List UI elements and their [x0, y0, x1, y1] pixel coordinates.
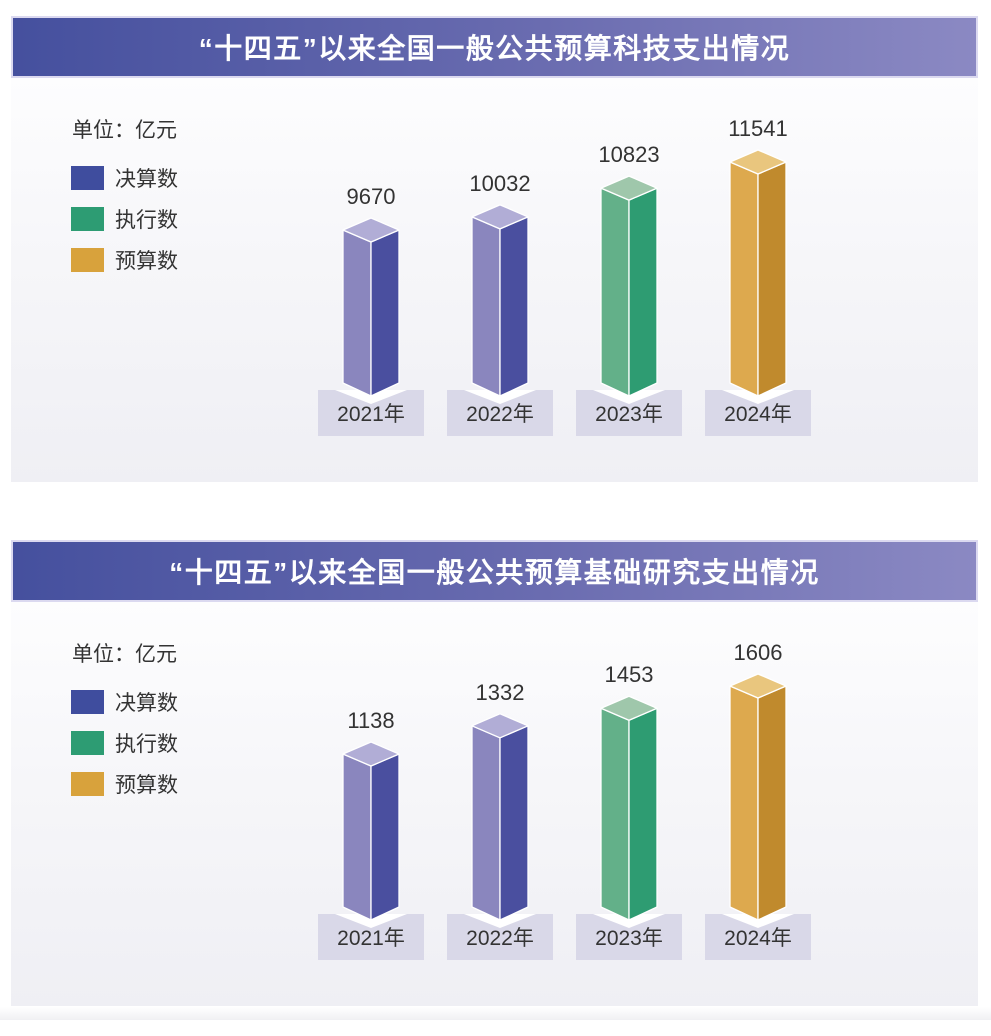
year-label: 2022年	[466, 403, 534, 426]
unit-label: 单位：亿元	[72, 643, 177, 666]
bar-base-notch	[335, 914, 407, 928]
bar-column: 1138 2021年	[318, 708, 424, 960]
legend-item-budget: 预算数	[71, 772, 178, 797]
bar-face-top	[600, 695, 658, 721]
chart-area: 单位：亿元 决算数 执行数 预算数 9670 2021年 10032 2022年 108…	[11, 78, 978, 482]
section-title: “十四五”以来全国一般公共预算基础研究支出情况	[169, 557, 820, 588]
chart-area: 单位：亿元 决算数 执行数 预算数 1138 2021年 1332 2022年 1453…	[11, 602, 978, 1006]
year-label: 2023年	[595, 927, 663, 950]
bar-column: 1606 2024年	[705, 640, 811, 960]
legend-swatch-budget	[71, 248, 104, 272]
legend-item-final: 决算数	[71, 690, 178, 715]
bar-face-left	[471, 216, 501, 397]
bar-base-notch	[593, 390, 665, 404]
legend-item-budget: 预算数	[71, 248, 178, 273]
bar-face-left	[729, 161, 759, 397]
bar-face-top	[729, 673, 787, 699]
bar-face-top	[600, 175, 658, 201]
year-label: 2024年	[724, 927, 792, 950]
section-title: “十四五”以来全国一般公共预算科技支出情况	[198, 33, 791, 64]
legend-label-budget: 预算数	[115, 250, 178, 273]
bar-face-top	[342, 217, 400, 243]
bar-base-notch	[593, 914, 665, 928]
value-label: 1332	[476, 680, 525, 705]
tech-spending-section: “十四五”以来全国一般公共预算科技支出情况 单位：亿元 决算数 执行数 预算数 …	[11, 16, 978, 482]
year-label: 2021年	[337, 927, 405, 950]
bar-base-notch	[464, 914, 536, 928]
bar-face-top	[471, 713, 529, 739]
basic-research-section: “十四五”以来全国一般公共预算基础研究支出情况 单位：亿元 决算数 执行数 预算…	[11, 540, 978, 1006]
year-label: 2024年	[724, 403, 792, 426]
bar-column: 9670 2021年	[318, 184, 424, 436]
bar-face-left	[600, 707, 630, 921]
legend-swatch-final	[71, 690, 104, 714]
bar-face-right	[499, 725, 529, 921]
legend-swatch-budget	[71, 772, 104, 796]
next-section-edge	[0, 1007, 991, 1020]
bar-base-notch	[722, 390, 794, 404]
legend-item-execution: 执行数	[71, 731, 178, 756]
legend: 决算数 执行数 预算数	[71, 166, 178, 289]
bar-face-right	[628, 707, 658, 921]
bar-face-right	[628, 187, 658, 397]
bar-column: 1332 2022年	[447, 680, 553, 960]
bar-face-left	[600, 187, 630, 397]
year-label: 2022年	[466, 927, 534, 950]
bar-column: 10823 2023年	[576, 142, 682, 436]
bar-column: 1453 2023年	[576, 662, 682, 960]
year-label: 2021年	[337, 403, 405, 426]
bar-face-top	[471, 204, 529, 230]
value-label: 1138	[347, 708, 394, 733]
bar-face-right	[757, 161, 787, 397]
bar-column: 11541 2024年	[705, 116, 811, 436]
section-title-banner: “十四五”以来全国一般公共预算科技支出情况	[11, 16, 978, 78]
legend-label-budget: 预算数	[115, 774, 178, 797]
legend-item-execution: 执行数	[71, 207, 178, 232]
bar-face-top	[342, 741, 400, 767]
bar-face-right	[370, 753, 400, 921]
bar-face-top	[729, 149, 787, 175]
bar-face-left	[342, 229, 372, 397]
legend-swatch-execution	[71, 207, 104, 231]
value-label: 9670	[347, 184, 396, 209]
bar-base-notch	[335, 390, 407, 404]
bar-chart-tech-spending: 9670 2021年 10032 2022年 10823 2023年 11541 2024年	[318, 116, 811, 436]
value-label: 1606	[734, 640, 783, 665]
legend-label-execution: 执行数	[115, 733, 178, 756]
bar-face-right	[757, 685, 787, 921]
value-label: 10032	[469, 171, 530, 196]
bar-chart-basic-research: 1138 2021年 1332 2022年 1453 2023年 1606 2024年	[318, 640, 811, 960]
legend-swatch-execution	[71, 731, 104, 755]
bar-face-left	[729, 685, 759, 921]
value-label: 11541	[728, 116, 788, 141]
bar-base-notch	[722, 914, 794, 928]
value-label: 1453	[605, 662, 654, 687]
legend-item-final: 决算数	[71, 166, 178, 191]
section-title-banner: “十四五”以来全国一般公共预算基础研究支出情况	[11, 540, 978, 602]
year-label: 2023年	[595, 403, 663, 426]
bar-face-right	[370, 229, 400, 397]
bar-face-left	[342, 753, 372, 921]
legend-label-final: 决算数	[115, 168, 178, 191]
legend: 决算数 执行数 预算数	[71, 690, 178, 813]
legend-label-execution: 执行数	[115, 209, 178, 232]
bar-face-right	[499, 216, 529, 397]
bar-base-notch	[464, 390, 536, 404]
bar-face-left	[471, 725, 501, 921]
value-label: 10823	[598, 142, 659, 167]
bar-column: 10032 2022年	[447, 171, 553, 436]
legend-swatch-final	[71, 166, 104, 190]
unit-label: 单位：亿元	[72, 119, 177, 142]
legend-label-final: 决算数	[115, 692, 178, 715]
